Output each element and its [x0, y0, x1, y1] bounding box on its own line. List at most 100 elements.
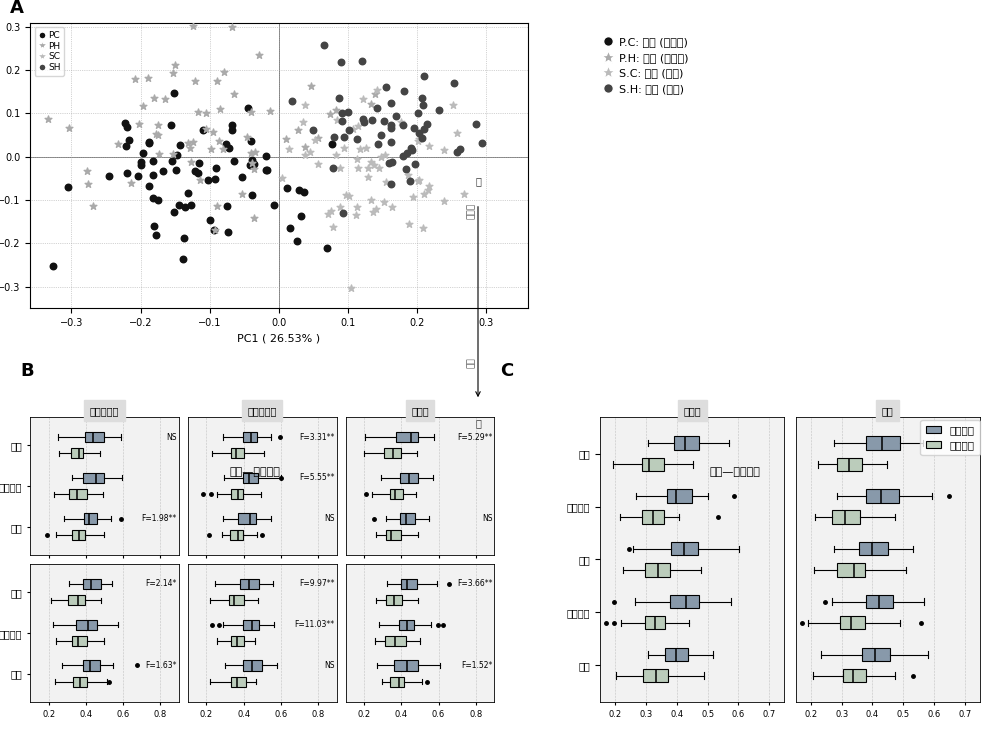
Point [431, 103, 447, 116]
PathPatch shape [243, 473, 258, 483]
Point [165, 67, 181, 79]
Text: F=1.52*: F=1.52* [461, 661, 493, 670]
Point [411, 133, 427, 145]
Point [360, 162, 376, 174]
Point [376, 196, 392, 208]
Point [221, 142, 237, 154]
Point [416, 188, 432, 200]
Point [251, 49, 267, 61]
Point [190, 106, 206, 118]
Point [284, 94, 300, 106]
Point [119, 167, 135, 179]
Point [61, 122, 77, 134]
PathPatch shape [231, 636, 244, 646]
Point [135, 146, 151, 159]
Point [414, 132, 430, 144]
Point [206, 224, 222, 236]
Point [200, 174, 216, 186]
Point [364, 114, 380, 126]
Point [376, 115, 392, 127]
Point [166, 206, 182, 218]
Point [378, 176, 394, 188]
Point [215, 143, 231, 156]
Point [388, 110, 404, 122]
Point [274, 172, 290, 184]
Point [258, 149, 274, 162]
Point [350, 162, 366, 174]
Point [195, 124, 211, 136]
Text: F=5.29**: F=5.29** [457, 433, 493, 442]
Point [289, 235, 305, 247]
PathPatch shape [837, 563, 865, 577]
Point [281, 143, 297, 155]
Point [293, 210, 309, 222]
Point [234, 171, 250, 183]
PathPatch shape [866, 595, 893, 609]
Point [207, 174, 223, 186]
Point [243, 135, 259, 147]
Text: F=3.66**: F=3.66** [457, 579, 493, 588]
PathPatch shape [674, 436, 699, 450]
PathPatch shape [837, 458, 862, 471]
Point [345, 122, 361, 134]
Title: 龋齿进展组: 龋齿进展组 [90, 406, 119, 416]
PathPatch shape [243, 620, 259, 630]
Point [240, 102, 256, 114]
Point [226, 88, 242, 100]
Point [395, 150, 411, 162]
Point [378, 81, 394, 93]
Point [405, 191, 421, 203]
PathPatch shape [386, 530, 401, 540]
Point [325, 162, 341, 174]
Point [319, 242, 335, 254]
Point [247, 146, 263, 158]
Point [60, 181, 76, 193]
PathPatch shape [243, 661, 262, 670]
Point [291, 184, 307, 196]
Point [234, 188, 250, 200]
PathPatch shape [85, 432, 104, 442]
PathPatch shape [642, 458, 664, 471]
Point [145, 155, 161, 167]
Point [369, 84, 385, 96]
Point [383, 178, 399, 190]
Point [381, 158, 397, 170]
PathPatch shape [843, 669, 866, 683]
Point [414, 91, 430, 103]
Point [118, 140, 134, 153]
Point [119, 121, 135, 133]
Point [172, 140, 188, 152]
Point [148, 128, 164, 140]
Point [322, 108, 338, 120]
Point [135, 100, 151, 112]
Point [226, 155, 242, 167]
Point [165, 148, 181, 160]
PathPatch shape [396, 432, 418, 442]
PathPatch shape [231, 448, 244, 458]
Point [148, 229, 164, 241]
Point [141, 136, 157, 148]
Point [150, 194, 166, 206]
Point [328, 103, 344, 116]
Point [183, 199, 199, 211]
Point [211, 135, 227, 147]
Text: NS: NS [324, 661, 335, 670]
PathPatch shape [645, 563, 670, 577]
Point [415, 223, 431, 235]
Point [384, 156, 400, 168]
Point [341, 190, 357, 202]
Legend: 组间差异, 组内差异: 组间差异, 组内差异 [920, 420, 980, 455]
Point [348, 209, 364, 221]
Point [325, 221, 341, 233]
Point [393, 116, 409, 128]
Point [365, 206, 381, 218]
Point [383, 97, 399, 109]
Point [151, 149, 167, 161]
PathPatch shape [386, 595, 402, 606]
Point [410, 135, 426, 147]
Point [168, 165, 184, 177]
Text: 牛菌斑: 牛菌斑 [467, 203, 476, 220]
Point [130, 171, 146, 183]
Point [167, 59, 183, 71]
PathPatch shape [69, 489, 87, 499]
